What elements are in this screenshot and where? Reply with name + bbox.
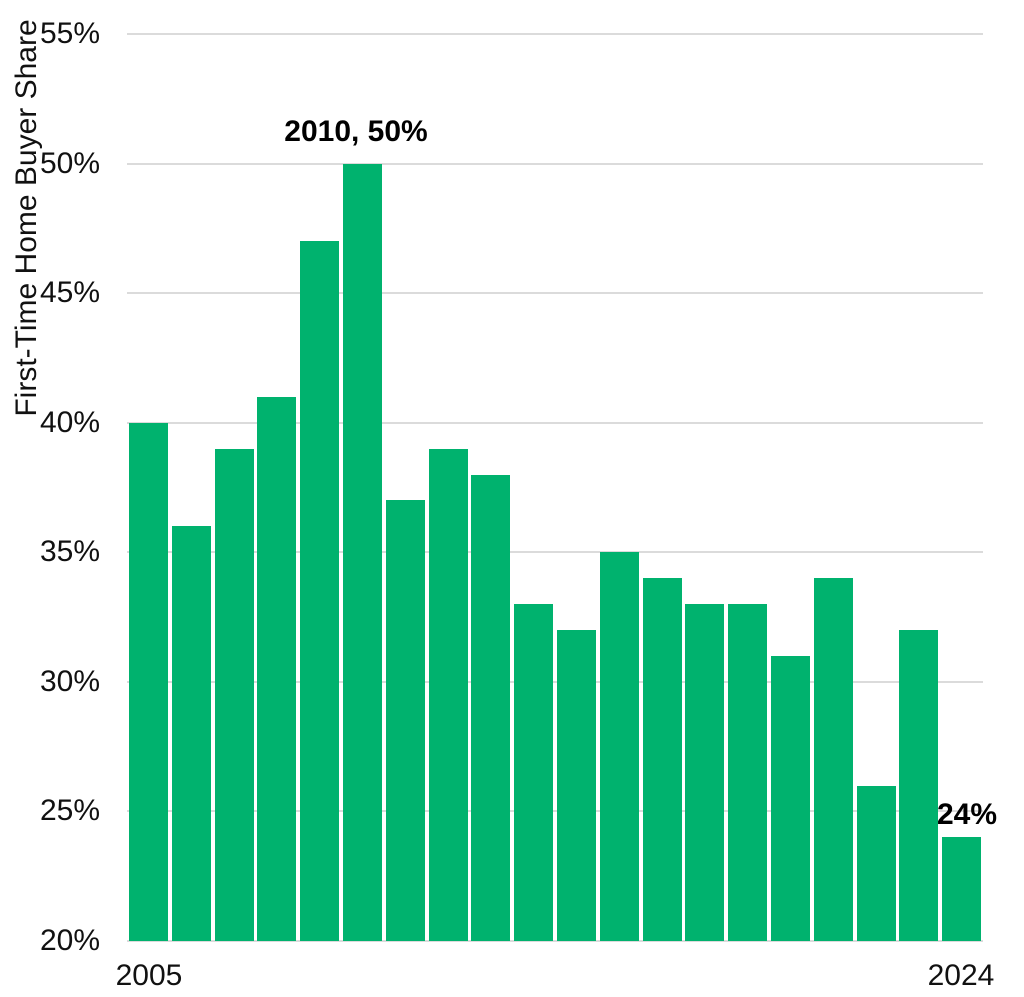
y-axis-title: First-Time Home Buyer Share [10,19,43,417]
bar-2005 [128,422,168,941]
bar-2014 [514,604,554,941]
gridline-30 [127,680,983,683]
y-tick-30: 30% [39,664,100,698]
bar-2013 [471,474,511,941]
peak-annotation: 2010, 50% [284,115,428,148]
bar-2017 [642,578,682,941]
bar-2012 [428,448,468,941]
bar-2011 [385,500,425,941]
gridline-35 [127,551,983,554]
y-tick-45: 45% [39,276,100,310]
bar-2024 [942,837,982,941]
bar-2010 [342,163,382,941]
bar-2020 [770,655,810,941]
last-value-annotation: 24% [936,798,998,831]
gridline-40 [127,421,983,424]
y-tick-50: 50% [39,146,100,180]
y-tick-35: 35% [39,535,100,569]
bar-2016 [599,552,639,941]
bar-2015 [556,630,596,941]
bar-2022 [856,785,896,941]
bar-2009 [300,241,340,941]
y-tick-55: 55% [39,17,100,50]
x-tick-2024: 2024 [927,959,995,992]
bar-2023 [899,630,939,941]
gridline-20 [127,940,983,942]
y-tick-40: 40% [39,405,100,439]
x-tick-2005: 2005 [115,959,183,992]
bar-2018 [685,604,725,941]
bar-2008 [257,396,297,941]
bar-2019 [728,604,768,941]
bar-2006 [171,526,211,941]
plot-area [127,33,983,942]
y-tick-20: 20% [39,924,100,957]
gridline-50 [127,162,983,165]
gridline-45 [127,292,983,295]
bar-2021 [813,578,853,941]
gridline-25 [127,810,983,813]
bar-2007 [214,448,254,941]
y-tick-25: 25% [39,794,100,828]
gridline-55 [127,33,983,35]
